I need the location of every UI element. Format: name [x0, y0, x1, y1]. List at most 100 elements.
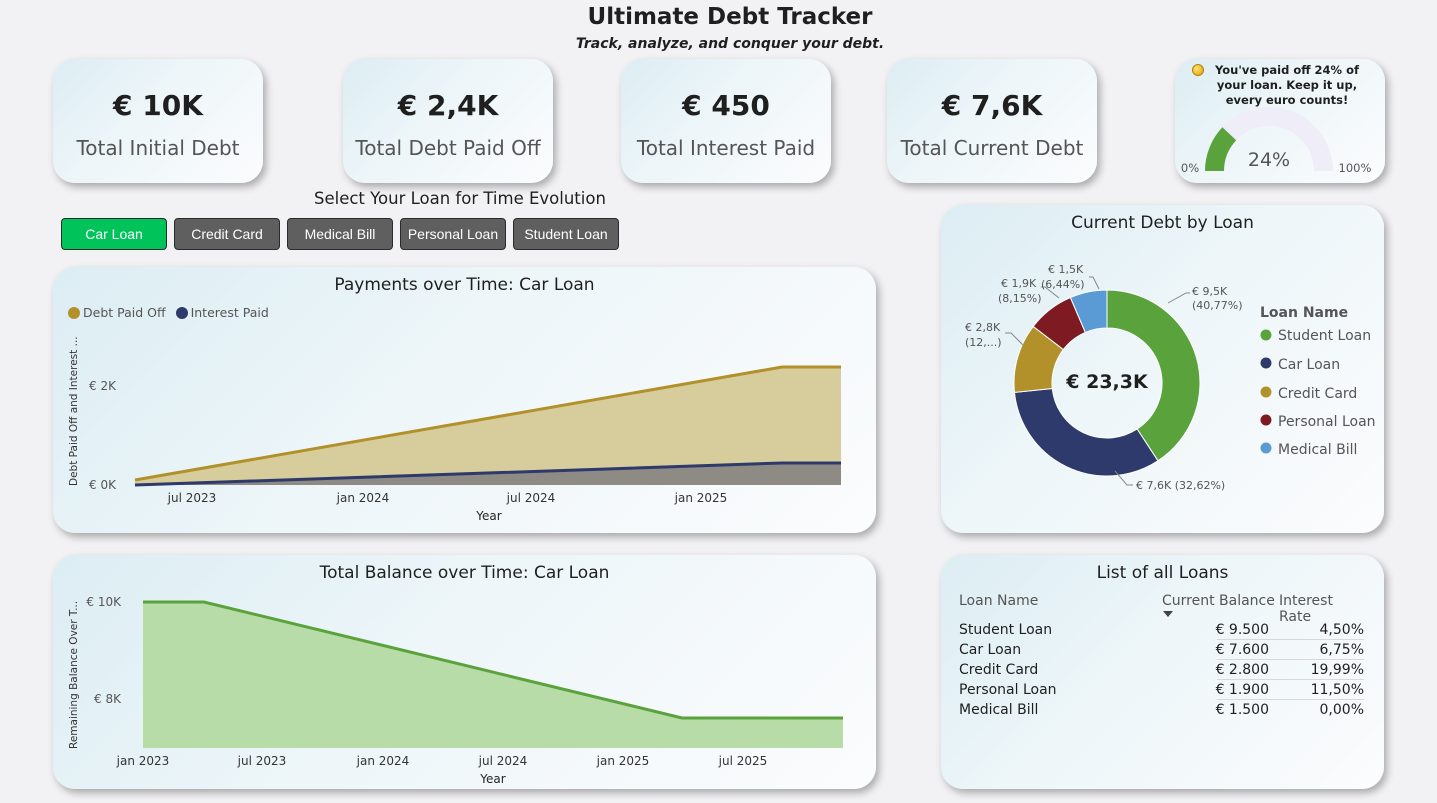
column-header-interest-rate[interactable]: Interest Rate	[1279, 593, 1333, 625]
slice-label: € 1,9K	[1001, 277, 1037, 290]
table-row: Student Loan € 9.500 4,50%	[959, 620, 1364, 640]
donut-slice-car-loan[interactable]	[1013, 388, 1159, 477]
cell-interest-rate: 11,50%	[1310, 682, 1364, 698]
cell-current-balance: € 9.500	[1215, 622, 1269, 638]
legend-swatch	[175, 307, 188, 319]
x-axis-label: Year	[475, 509, 501, 523]
gauge-value: 24%	[1248, 149, 1290, 171]
legend-label: Medical Bill	[1278, 442, 1357, 458]
debt-donut-chart: € 23,3K € 9,5K (40,77%) € 7,6K (32,62%) …	[965, 263, 1376, 492]
legend-label: Personal Loan	[1278, 414, 1376, 430]
cell-interest-rate: 0,00%	[1319, 702, 1364, 718]
column-header-current-balance[interactable]: Current Balance	[1162, 593, 1275, 609]
cell-current-balance: € 7.600	[1215, 642, 1269, 658]
x-axis-label: Year	[479, 772, 505, 786]
loan-button-student-loan[interactable]: Student Loan	[513, 218, 619, 250]
row-divider	[1217, 659, 1364, 660]
column-header-loan-name[interactable]: Loan Name	[959, 593, 1039, 609]
x-tick-label: jul 2023	[167, 491, 217, 505]
cell-loan-name: Student Loan	[959, 622, 1053, 638]
slice-label: € 1,5K	[1048, 263, 1084, 276]
kpi-card-debt-paid-off: € 2,4K Total Debt Paid Off	[343, 59, 553, 183]
donut-center-total: € 23,3K	[1065, 371, 1149, 393]
kpi-card-interest-paid: € 450 Total Interest Paid	[621, 59, 831, 183]
cell-loan-name: Medical Bill	[959, 702, 1039, 718]
kpi-value: € 450	[682, 89, 770, 122]
legend-swatch	[1260, 386, 1272, 398]
kpi-value: € 10K	[113, 89, 203, 122]
x-tick-label: jul 2023	[237, 754, 287, 768]
x-tick-label: jan 2024	[336, 491, 390, 505]
table-row: Personal Loan € 1.900 11,50%	[959, 680, 1364, 700]
x-tick-label: jul 2025	[718, 754, 768, 768]
slice-label: € 9,5K	[1192, 285, 1228, 298]
payments-chart-card: Payments over Time: Car Loan Debt Paid O…	[53, 267, 876, 533]
cell-loan-name: Car Loan	[959, 642, 1022, 658]
legend-label: Debt Paid Off	[83, 305, 166, 320]
loan-button-credit-card[interactable]: Credit Card	[174, 218, 280, 250]
table-title: List of all Loans	[1096, 563, 1229, 583]
table-header: Loan Name Current Balance Interest Rate	[959, 591, 1364, 625]
payments-area-chart: Debt Paid Off and Interest ... € 2K € 0K…	[68, 336, 841, 523]
y-tick-label: € 0K	[89, 478, 117, 492]
balance-line	[143, 600, 843, 720]
leader-line	[1089, 276, 1100, 290]
y-axis-label: Remaining Balance Over T...	[68, 601, 80, 749]
coin-icon	[1192, 64, 1204, 76]
kpi-value: € 2,4K	[397, 89, 499, 122]
interest-paid-line	[134, 461, 841, 487]
donut-slice-student-loan[interactable]	[1106, 289, 1201, 462]
x-tick-label: jul 2024	[478, 754, 528, 768]
kpi-label: Total Initial Debt	[76, 136, 240, 160]
legend-label: Student Loan	[1278, 328, 1371, 344]
cell-current-balance: € 1.900	[1215, 682, 1269, 698]
kpi-label: Total Interest Paid	[636, 136, 816, 160]
balance-area	[143, 602, 843, 748]
table-row: Car Loan € 7.600 6,75%	[959, 640, 1364, 660]
gauge-fill	[1205, 127, 1237, 171]
loan-button-car-loan[interactable]: Car Loan	[61, 218, 167, 250]
x-tick-label: jan 2025	[596, 754, 650, 768]
chart-title: Current Debt by Loan	[1071, 213, 1254, 233]
donut-slices	[1013, 289, 1201, 477]
x-tick-label: jan 2024	[356, 754, 410, 768]
chart-title: Total Balance over Time: Car Loan	[319, 563, 610, 583]
page-title: Ultimate Debt Tracker	[587, 4, 873, 30]
donut-slice-medical-bill[interactable]	[1069, 289, 1108, 334]
gauge-min-label: 0%	[1181, 161, 1199, 175]
leader-line	[1167, 292, 1190, 304]
loan-selector-title: Select Your Loan for Time Evolution	[314, 189, 606, 208]
kpi-card-current-debt: € 7,6K Total Current Debt	[887, 59, 1097, 183]
cell-current-balance: € 2.800	[1215, 662, 1269, 678]
loan-button-medical-bill[interactable]: Medical Bill	[287, 218, 393, 250]
leader-line	[1114, 470, 1133, 486]
row-divider	[1217, 699, 1364, 700]
x-tick-label: jan 2025	[674, 491, 728, 505]
table-row: Credit Card € 2.800 19,99%	[959, 660, 1364, 680]
chart-legend: Debt Paid Off Interest Paid	[68, 305, 269, 320]
leader-line	[1041, 286, 1060, 299]
page-subtitle: Track, analyze, and conquer your debt.	[575, 36, 885, 52]
debt-paid-off-area	[135, 367, 841, 485]
balance-area-chart: Remaining Balance Over T... € 10K € 8K j…	[68, 595, 843, 786]
row-divider	[1217, 639, 1364, 640]
slice-label: (12,...)	[965, 336, 1002, 349]
debt-by-loan-card: Current Debt by Loan € 23,3K € 9,5K (40,…	[941, 205, 1384, 533]
kpi-label: Total Current Debt	[900, 136, 1084, 160]
loan-table-card: List of all Loans Loan Name Current Bala…	[941, 555, 1384, 789]
loan-button-personal-loan[interactable]: Personal Loan	[400, 218, 506, 250]
y-tick-label: € 2K	[89, 379, 117, 393]
y-tick-label: € 8K	[94, 692, 122, 706]
slice-label: (6,44%)	[1041, 278, 1085, 291]
cell-interest-rate: 19,99%	[1310, 662, 1364, 678]
balance-chart-card: Total Balance over Time: Car Loan Remain…	[53, 555, 876, 789]
sort-desc-icon[interactable]	[1163, 611, 1173, 617]
cell-loan-name: Credit Card	[959, 662, 1039, 678]
legend-label: Interest Paid	[190, 305, 269, 320]
slice-label: (40,77%)	[1192, 299, 1243, 312]
slice-label: € 7,6K (32,62%)	[1136, 479, 1225, 492]
x-tick-label: jan 2023	[116, 754, 170, 768]
legend-title: Loan Name	[1260, 305, 1348, 321]
legend-swatch	[1260, 329, 1272, 341]
legend-label: Credit Card	[1278, 386, 1357, 402]
